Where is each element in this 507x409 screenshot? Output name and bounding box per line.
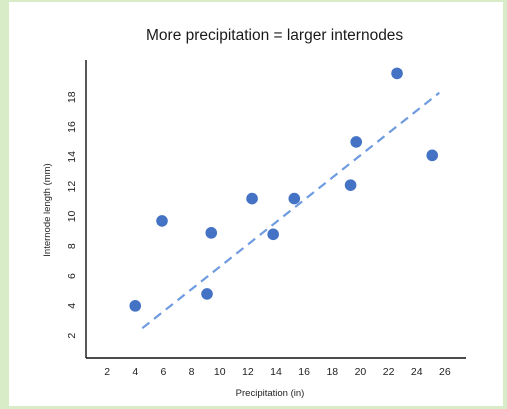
data-point xyxy=(205,227,218,239)
x-tick-label: 12 xyxy=(242,366,254,378)
data-point xyxy=(246,192,258,205)
chart-title: More precipitation = larger internodes xyxy=(146,27,404,44)
data-point xyxy=(201,288,213,300)
y-axis-title: Internode length (mm) xyxy=(42,163,53,256)
data-point xyxy=(344,179,357,191)
y-tick-label: 16 xyxy=(66,121,78,133)
y-tick-label: 18 xyxy=(66,91,78,103)
y-tick-label: 2 xyxy=(66,333,78,339)
x-tick-label: 18 xyxy=(326,366,338,378)
x-tick-label: 22 xyxy=(383,366,395,378)
x-tick-label: 2 xyxy=(104,366,110,378)
trendline xyxy=(141,91,440,330)
x-tick-label: 24 xyxy=(411,366,423,378)
x-tick-label: 8 xyxy=(189,366,195,378)
chart-frame xyxy=(9,2,503,406)
data-point xyxy=(129,300,142,312)
x-tick-label: 4 xyxy=(132,366,138,378)
x-tick-label: 6 xyxy=(160,366,166,378)
x-tick-label: 14 xyxy=(270,366,282,378)
data-point xyxy=(156,215,168,227)
y-tick-label: 6 xyxy=(66,273,78,279)
data-point xyxy=(426,149,439,162)
x-tick-label: 20 xyxy=(355,366,367,378)
x-axis-title: Precipitation (in) xyxy=(236,388,305,399)
data-point xyxy=(288,192,301,205)
data-point xyxy=(267,228,279,241)
y-tick-label: 10 xyxy=(66,210,78,222)
x-tick-label: 26 xyxy=(439,366,451,378)
data-point xyxy=(391,67,403,80)
y-tick-label: 4 xyxy=(66,303,78,309)
y-tick-label: 14 xyxy=(66,151,78,163)
x-tick-label: 16 xyxy=(298,366,310,378)
y-tick-label: 8 xyxy=(66,243,78,249)
data-point xyxy=(350,136,363,148)
y-tick-label: 12 xyxy=(66,181,78,193)
x-tick-label: 10 xyxy=(214,366,226,378)
